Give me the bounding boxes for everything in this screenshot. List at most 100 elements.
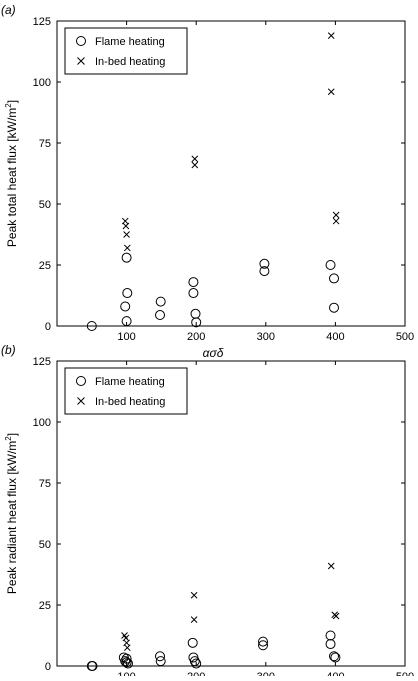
x-tick-label: 400: [326, 331, 344, 343]
data-point-x: [327, 562, 335, 570]
data-point-x: [327, 32, 335, 39]
x-tick-label: 100: [117, 331, 135, 343]
y-tick-label: 75: [39, 478, 51, 490]
x-tick-label: 500: [396, 331, 414, 343]
data-point-circle: [258, 640, 269, 651]
legend-box: [64, 367, 188, 415]
data-point-circle: [325, 260, 336, 270]
legend-circle-marker: [76, 376, 86, 386]
legend-label: Flame heating: [95, 376, 165, 388]
y-tick-label: 100: [33, 77, 51, 89]
data-point-x: [123, 231, 130, 238]
data-point-circle: [325, 639, 336, 650]
y-axis-label-superscript: 2: [4, 103, 13, 108]
data-point-circle: [330, 652, 341, 663]
y-axis-label: Peak radiant heat flux [kW/m2]: [4, 433, 19, 594]
y-axis-label-main: Peak total heat flux [kW/m: [5, 108, 19, 247]
data-point-x: [190, 591, 198, 599]
data-point-circle: [120, 301, 131, 312]
y-axis-label-end: ]: [5, 433, 19, 436]
x-tick-label: 100: [117, 671, 135, 676]
legend: Flame heating In-bed heating: [64, 27, 188, 75]
chart-panel-a: 0 25 50 75 100 125 100 200 300 400 500 ασδ Peak tota…: [1, 3, 414, 360]
data-point-circle: [120, 656, 131, 667]
x-tick-label: 300: [257, 331, 275, 343]
data-point-circle: [259, 258, 270, 269]
series-in-bed-heating: [121, 562, 340, 652]
y-tick-label: 125: [33, 356, 51, 368]
legend-x-marker: [77, 397, 85, 405]
y-tick-label: 75: [39, 138, 51, 150]
panel-label: (b): [1, 343, 16, 357]
data-point-circle: [258, 636, 269, 647]
data-point-circle: [329, 302, 340, 313]
y-axis-label-end: ]: [5, 100, 19, 103]
data-point-x: [122, 222, 130, 230]
data-point-circle: [121, 252, 132, 263]
data-point-circle: [188, 288, 199, 299]
x-tick-label: 300: [257, 671, 275, 676]
y-tick-label: 50: [39, 199, 51, 211]
data-point-circle: [121, 653, 132, 664]
data-point-circle: [325, 630, 336, 641]
data-point-circle: [329, 273, 340, 284]
data-point-circle: [121, 657, 132, 668]
data-point-circle: [191, 658, 202, 669]
y-axis-label: Peak total heat flux [kW/m2]: [4, 100, 19, 247]
series-flame-heating: [86, 252, 340, 331]
data-point-x: [123, 644, 131, 652]
data-point-circle: [190, 308, 201, 319]
data-point-circle: [187, 637, 198, 648]
data-point-x: [332, 211, 340, 219]
data-point-circle: [259, 266, 270, 277]
y-tick-label: 50: [39, 539, 51, 551]
series-flame-heating: [86, 630, 341, 671]
plot-frame: [56, 20, 406, 327]
data-point-circle: [122, 658, 133, 669]
data-point-circle: [191, 317, 202, 328]
y-axis-label-main: Peak radiant heat flux [kW/m: [5, 441, 19, 594]
panel-label: (a): [1, 3, 16, 17]
data-point-circle: [188, 277, 199, 288]
x-tick-label: 200: [187, 671, 205, 676]
chart-panel-b: 0 25 50 75 100 125 100 200 300 400 500 ασδ Peak radi…: [1, 343, 414, 681]
legend-x-marker: [77, 57, 85, 65]
data-point-circle: [86, 321, 97, 331]
data-point-circle: [155, 651, 166, 662]
data-point-x: [332, 217, 340, 225]
x-tick-label: 400: [326, 671, 344, 676]
y-tick-label: 0: [45, 321, 51, 333]
y-tick-label: 25: [39, 260, 51, 272]
data-point-x: [123, 244, 131, 252]
data-point-circle: [155, 656, 166, 667]
data-point-x: [332, 612, 340, 620]
legend: Flame heating In-bed heating: [64, 367, 188, 415]
x-axis-label: ασδ: [203, 346, 224, 360]
x-tick-label: 200: [187, 331, 205, 343]
data-point-circle: [121, 316, 132, 327]
plot-frame: [56, 360, 406, 667]
y-tick-label: 25: [39, 600, 51, 612]
data-point-circle: [329, 651, 340, 662]
x-tick-label: 500: [396, 671, 414, 676]
legend-label: In-bed heating: [95, 56, 165, 68]
data-point-x: [191, 161, 199, 169]
series-in-bed-heating: [121, 32, 340, 252]
y-tick-label: 125: [33, 16, 51, 28]
legend-label: In-bed heating: [95, 396, 165, 408]
legend-box: [64, 27, 188, 75]
data-point-circle: [155, 296, 166, 307]
y-tick-label: 100: [33, 417, 51, 429]
data-point-circle: [155, 310, 166, 321]
data-point-x: [190, 616, 198, 623]
data-point-x: [191, 155, 199, 163]
data-point-x: [327, 88, 335, 96]
data-point-circle: [87, 661, 98, 671]
legend-circle-marker: [76, 36, 86, 46]
data-point-circle: [122, 288, 133, 299]
y-tick-label: 0: [45, 661, 51, 673]
data-point-circle: [189, 656, 200, 667]
legend-label: Flame heating: [95, 36, 165, 48]
